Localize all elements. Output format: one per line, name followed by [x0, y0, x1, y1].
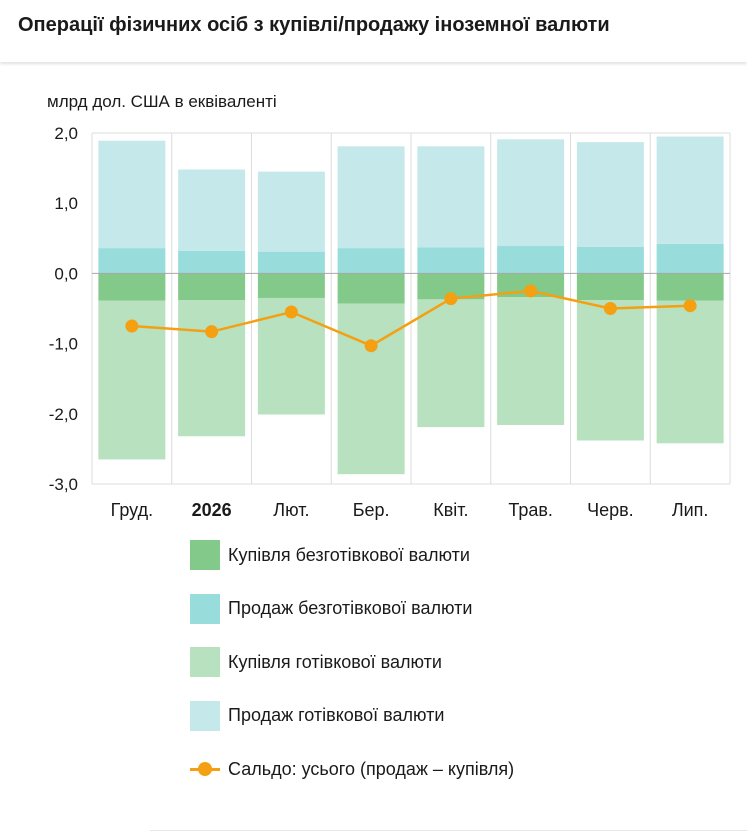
legend-item-sell-cash[interactable]: Продаж готівкової валюти	[190, 700, 514, 731]
legend-label: Продаж безготівкової валюти	[228, 598, 473, 618]
x-tick-label: Бер.	[353, 500, 390, 520]
legend-label: Сальдо: усього (продаж – купівля)	[228, 758, 515, 779]
bar-sell-cash	[417, 146, 485, 248]
bar-buy-cash	[417, 299, 485, 428]
legend-dot	[198, 762, 212, 776]
legend-label: Купівля готівкової валюти	[228, 651, 442, 672]
bar-buy-cash	[656, 300, 724, 444]
legend-swatch-buy-noncash	[190, 540, 220, 570]
y-tick-label: 2,0	[54, 124, 78, 143]
bar-buy-noncash	[257, 273, 325, 298]
x-tick-label: Трав.	[508, 500, 553, 520]
legend-item-balance[interactable]: Сальдо: усього (продаж – купівля)	[190, 754, 514, 784]
legend-line-swatch-balance	[190, 754, 220, 784]
x-tick-label: Лют.	[273, 500, 309, 520]
x-tick-label: Черв.	[587, 500, 634, 520]
legend-swatch-sell-noncash	[190, 593, 220, 624]
bar-buy-noncash	[656, 273, 724, 301]
bar-sell-cash	[98, 140, 166, 249]
balance-point	[444, 292, 458, 306]
legend: Купівля безготівкової валюти Продаж безг…	[190, 540, 514, 808]
bar-buy-noncash	[178, 273, 246, 301]
y-tick-label: 0,0	[54, 264, 78, 283]
x-tick-label: Лип.	[672, 500, 709, 520]
legend-swatch-buy-cash	[190, 647, 220, 677]
unit-label: млрд дол. США в еквіваленті	[47, 92, 277, 111]
balance-point	[364, 339, 378, 353]
bar-sell-cash	[337, 146, 405, 249]
balance-point	[125, 319, 139, 333]
bar-sell-noncash	[576, 246, 644, 274]
bar-sell-noncash	[337, 248, 405, 274]
legend-label: Продаж готівкової валюти	[228, 705, 445, 725]
y-tick-label: 1,0	[54, 194, 78, 213]
bar-sell-noncash	[178, 250, 246, 274]
bar-sell-noncash	[98, 248, 166, 274]
y-tick-label: -2,0	[49, 405, 78, 424]
bar-sell-noncash	[417, 247, 485, 274]
bar-buy-cash	[178, 300, 246, 437]
bar-buy-noncash	[576, 273, 644, 301]
bar-sell-cash	[656, 136, 724, 244]
bar-buy-cash	[337, 303, 405, 475]
bar-sell-noncash	[497, 246, 565, 274]
bar-buy-noncash	[337, 273, 405, 304]
balance-point	[284, 305, 298, 319]
legend-swatch-sell-cash	[190, 700, 220, 731]
balance-point	[524, 284, 538, 298]
bar-sell-noncash	[656, 243, 724, 274]
balance-line	[131, 289, 691, 348]
bar-sell-noncash	[257, 251, 325, 274]
y-tick-label: -3,0	[49, 475, 78, 494]
bar-buy-cash	[576, 300, 644, 441]
bottom-divider	[150, 830, 747, 831]
bar-buy-cash	[497, 297, 565, 426]
y-tick-label: -1,0	[49, 335, 78, 354]
balance-point	[603, 302, 617, 315]
header-bar: Операції фізичних осіб з купівлі/продажу…	[0, 0, 747, 62]
legend-label: Купівля безготівкової валюти	[228, 544, 470, 565]
balance-point	[683, 299, 697, 313]
bar-sell-cash	[257, 171, 325, 252]
bar-sell-cash	[178, 169, 246, 251]
x-tick-label: Груд.	[111, 500, 153, 520]
bar-sell-cash	[576, 142, 644, 247]
bar-sell-cash	[497, 139, 565, 247]
chart: 2,0 1,0 0,0 -1,0 -2,0 -3,0 Груд. 2026 Лют. Бер. Кв…	[49, 124, 731, 520]
x-tick-label: 2026	[192, 500, 232, 520]
x-tick-label: Квіт.	[433, 500, 468, 520]
legend-item-buy-cash[interactable]: Купівля готівкової валюти	[190, 647, 514, 677]
page-title: Операції фізичних осіб з купівлі/продажу…	[18, 14, 610, 36]
bar-buy-noncash	[98, 273, 166, 301]
balance-point	[205, 325, 219, 339]
legend-item-sell-noncash[interactable]: Продаж безготівкової валюти	[190, 593, 514, 624]
legend-item-buy-noncash[interactable]: Купівля безготівкової валюти	[190, 540, 514, 570]
